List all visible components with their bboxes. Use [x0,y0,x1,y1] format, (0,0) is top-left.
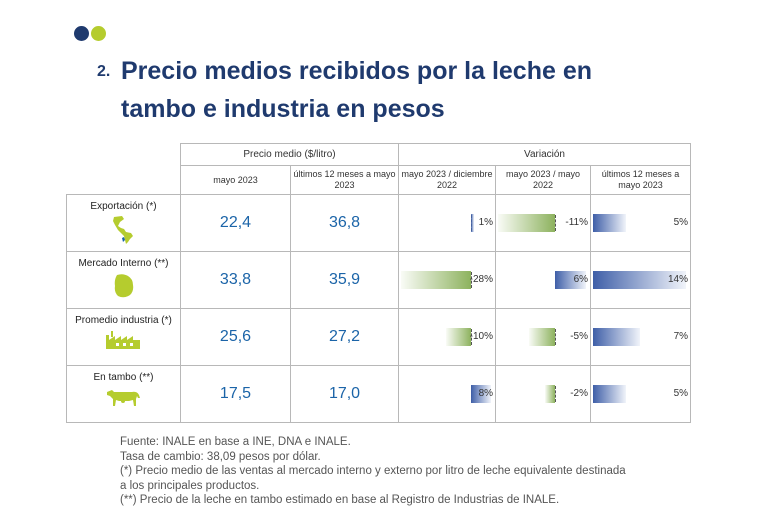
variation-cell: 5% [590,194,692,252]
variation-cell: -28% [398,251,497,309]
title-line-1: Precio medios recibidos por la leche en [121,57,592,85]
note-exchange-rate: Tasa de cambio: 38,09 pesos por dólar. [120,450,321,463]
variation-bar [498,214,555,232]
category-label: En tambo (**) [93,372,154,383]
variation-cell: 1% [398,194,497,252]
variation-value: -2% [570,388,589,399]
subheader-may-dic: mayo 2023 / diciembre 2022 [398,165,497,195]
variation-value: 6% [573,274,589,285]
variation-value: 7% [673,331,689,342]
table-row: Promedio industria (*) 25,6 27,2 -10% -5… [66,308,692,366]
title-line-2: tambo e industria en pesos [121,95,445,123]
category-cell: En tambo (**) [66,365,181,423]
variation-bar [593,214,627,232]
variation-cell: -11% [495,194,592,252]
variation-bar [554,271,586,289]
category-label: Exportación (*) [90,201,157,212]
note-asterisk-1: (*) Precio medio de las ventas al mercad… [120,465,626,477]
factory-icon [105,331,140,349]
variation-cell: 8% [398,365,497,423]
variation-value: 8% [478,388,494,399]
variation-cell: 14% [590,251,692,309]
variation-cell: 6% [495,251,592,309]
variation-cell: -5% [495,308,592,366]
variation-axis [471,272,473,288]
variation-bar [529,328,555,346]
variation-cell: -2% [495,365,592,423]
variation-value: -10% [469,331,494,342]
table-row: En tambo (**) 17,5 17,0 8% -2% 5% [66,365,692,423]
table-row: Mercado Interno (**) 33,8 35,9 -28% 6% 1… [66,251,692,309]
variation-cell: -10% [398,308,497,366]
uruguay-map-icon [114,274,133,298]
price-ultimos: 36,8 [289,194,400,252]
variation-value: -5% [570,331,589,342]
price-ultimos: 17,0 [289,365,400,423]
variation-value: 1% [478,217,494,228]
variation-axis [554,329,556,345]
table-subheader-row: mayo 2023 últimos 12 meses a mayo 2023 m… [67,165,692,195]
variation-bar [593,385,627,403]
americas-map-icon [112,216,133,244]
variation-cell: 5% [590,365,692,423]
note-asterisk-2: (**) Precio de la leche en tambo estimad… [120,494,560,506]
variation-axis [554,215,556,231]
navy-dot-icon [74,26,89,41]
note-source: Fuente: INALE en base a INE, DNA e INALE… [120,436,351,448]
variation-bar [471,214,474,232]
footnotes: Fuente: INALE en base a INE, DNA e INALE… [120,435,680,508]
price-ultimos: 35,9 [289,251,400,309]
price-mayo: 25,6 [180,308,291,366]
cow-icon [106,390,140,406]
category-label: Mercado Interno (**) [78,258,169,269]
price-ultimos: 27,2 [289,308,400,366]
variation-cell: 7% [590,308,692,366]
price-mayo: 22,4 [180,194,291,252]
variation-bar [471,385,492,403]
variation-bar [593,328,640,346]
variation-value: 5% [673,388,689,399]
table-header-row: Precio medio ($/litro) Variación [67,143,692,166]
header-precio-medio: Precio medio ($/litro) [179,143,400,166]
note-asterisk-1-cont: a los principales productos. [120,479,260,492]
variation-bar [446,328,472,346]
variation-value: 5% [673,217,689,228]
variation-value: -11% [565,217,589,228]
variation-bar [401,271,472,289]
category-cell: Promedio industria (*) [66,308,181,366]
category-cell: Exportación (*) [66,194,181,252]
price-mayo: 17,5 [180,365,291,423]
price-table: Precio medio ($/litro) Variación mayo 20… [66,143,692,423]
subheader-ultimos-12: últimos 12 meses a mayo 2023 [289,165,400,195]
header-variacion: Variación [398,143,692,166]
table-row: Exportación (*) 22,4 36,8 1% -11% 5% [66,194,692,252]
subheader-mayo-2023: mayo 2023 [180,165,291,195]
subheader-var-ultimos-12: últimos 12 meses a mayo 2023 [590,165,692,195]
category-cell: Mercado Interno (**) [66,251,181,309]
price-mayo: 33,8 [180,251,291,309]
variation-value: 14% [668,274,689,285]
section-number: 2. [97,63,111,80]
variation-bar [544,385,555,403]
variation-value: -28% [469,274,494,285]
subheader-may-may: mayo 2023 / mayo 2022 [495,165,592,195]
page-title: Precio medios recibidos por la leche en … [121,52,701,128]
variation-axis [471,329,473,345]
variation-bar [593,271,687,289]
category-label: Promedio industria (*) [75,315,172,326]
variation-axis [554,386,556,402]
lime-dot-icon [91,26,106,41]
